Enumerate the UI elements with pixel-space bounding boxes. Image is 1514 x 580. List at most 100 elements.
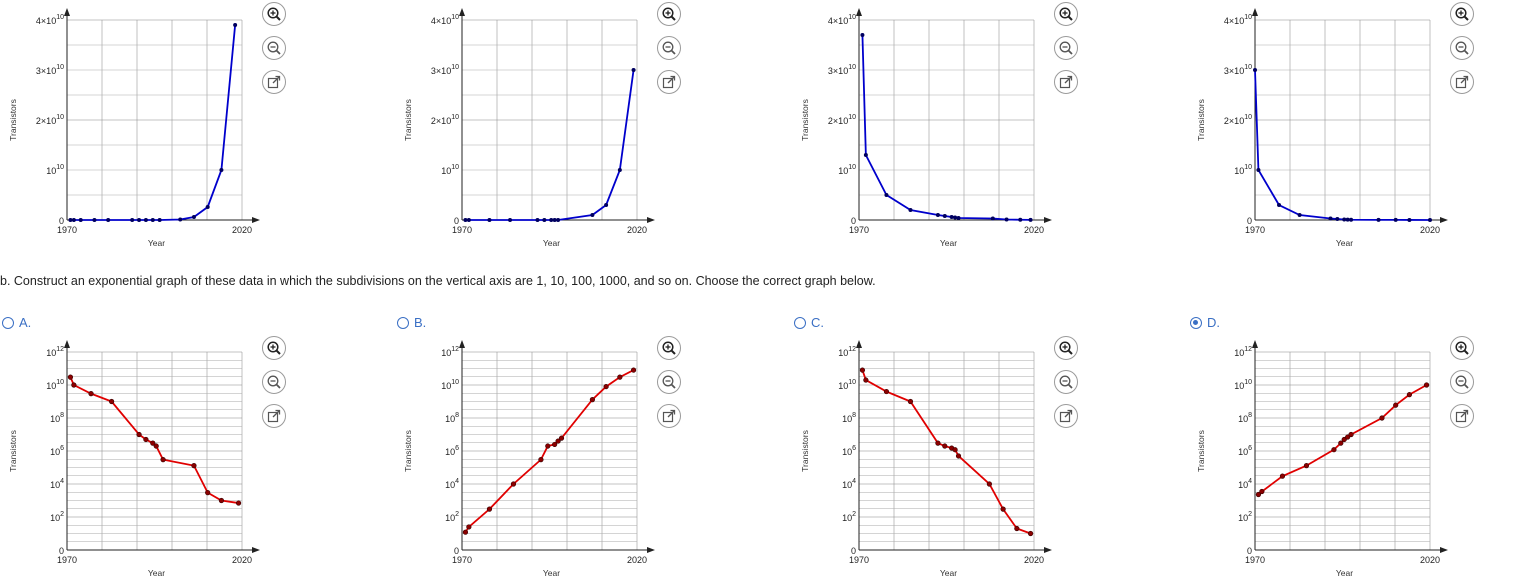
data-point (487, 218, 492, 222)
data-point (109, 398, 115, 405)
open-external-button[interactable] (262, 404, 286, 428)
data-point (1342, 217, 1347, 222)
zoom-in-button[interactable] (657, 336, 681, 360)
zoom-in-button[interactable] (262, 2, 286, 26)
data-point (67, 374, 74, 380)
choice-d[interactable]: D. (1190, 315, 1220, 330)
data-point (549, 218, 554, 222)
graph-panel-7: 0 102 104 106 108 1010 1012 1970 2020 Year Transis… (792, 330, 1092, 580)
data-point (630, 367, 637, 373)
zoom-in-icon (267, 7, 281, 21)
radio-button[interactable] (1190, 316, 1202, 329)
x-axis-label: Year (148, 568, 165, 578)
zoom-out-button[interactable] (262, 370, 286, 394)
chart-svg: 0 1010 2×1010 3×1010 4×1010 1970 2020 Year Trans… (8, 8, 260, 248)
x-tick-label: 1970 (57, 225, 77, 235)
data-point (883, 388, 890, 395)
y-tick-label: 102 (842, 511, 856, 523)
data-point (68, 217, 73, 222)
zoom-out-button[interactable] (1450, 370, 1474, 394)
x-axis-arrow (1440, 217, 1448, 223)
data-point (990, 216, 995, 221)
data-point (1018, 217, 1023, 222)
open-external-button[interactable] (657, 70, 681, 94)
zoom-out-button[interactable] (657, 36, 681, 60)
zoom-in-button[interactable] (1450, 336, 1474, 360)
zoom-out-button[interactable] (1054, 36, 1078, 60)
open-external-icon (1455, 75, 1469, 89)
data-point (1428, 217, 1432, 222)
open-external-icon (267, 409, 281, 423)
data-point (191, 463, 197, 469)
zoom-in-button[interactable] (657, 2, 681, 26)
data-point (219, 168, 224, 172)
data-point (617, 374, 623, 380)
graph-panel-5: 0 102 104 106 108 1010 1012 1970 2020 Year Transis… (0, 330, 300, 580)
data-point (556, 218, 561, 222)
zoom-in-icon (662, 7, 676, 21)
data-point (1255, 491, 1262, 498)
choice-a[interactable]: A. (2, 315, 31, 330)
radio-button[interactable] (794, 316, 806, 329)
open-external-icon (662, 75, 676, 89)
open-external-button[interactable] (262, 70, 286, 94)
data-point (463, 218, 468, 222)
question-text: b. Construct an exponential graph of the… (0, 274, 876, 288)
data-point (178, 217, 183, 222)
choice-c[interactable]: C. (794, 315, 824, 330)
data-point (150, 217, 155, 222)
data-point (558, 435, 565, 441)
y-tick-label: 104 (445, 478, 459, 490)
y-tick-label: 3×1010 (36, 64, 64, 76)
open-external-button[interactable] (1450, 70, 1474, 94)
radio-button[interactable] (2, 316, 14, 329)
zoom-in-button[interactable] (262, 336, 286, 360)
data-point (136, 431, 142, 438)
data-point (631, 68, 636, 72)
data-point (953, 215, 958, 220)
x-axis-label: Year (940, 568, 957, 578)
y-axis-arrow (1252, 8, 1258, 16)
y-tick-label: 106 (50, 445, 64, 457)
zoom-out-button[interactable] (262, 36, 286, 60)
x-axis-label: Year (543, 238, 560, 248)
open-external-button[interactable] (1054, 70, 1078, 94)
zoom-in-button[interactable] (1054, 2, 1078, 26)
x-tick-label: 1970 (849, 225, 869, 235)
zoom-out-button[interactable] (1054, 370, 1078, 394)
data-point (1004, 217, 1009, 222)
data-point (942, 443, 948, 449)
open-external-button[interactable] (1054, 404, 1078, 428)
x-tick-label: 2020 (1420, 555, 1440, 565)
zoom-out-button[interactable] (1450, 36, 1474, 60)
y-tick-label: 1010 (838, 379, 856, 391)
x-tick-label: 1970 (57, 555, 77, 565)
zoom-out-button[interactable] (657, 370, 681, 394)
zoom-in-button[interactable] (1054, 336, 1078, 360)
y-tick-label: 2×1010 (431, 114, 459, 126)
data-point (617, 168, 622, 172)
graph-panel-3: 0 1010 2×1010 3×1010 4×1010 1970 2020 Year Trans… (792, 0, 1092, 250)
choice-b[interactable]: B. (397, 315, 426, 330)
x-tick-label: 2020 (1024, 225, 1044, 235)
x-tick-label: 1970 (1245, 225, 1265, 235)
y-axis-label: Transistors (800, 430, 810, 472)
open-external-button[interactable] (1450, 404, 1474, 428)
open-external-icon (267, 75, 281, 89)
graph-panel-2: 0 1010 2×1010 3×1010 4×1010 1970 2020 Year Trans… (395, 0, 695, 250)
zoom-in-icon (662, 341, 676, 355)
y-axis-label: Transistors (403, 99, 413, 141)
open-external-button[interactable] (657, 404, 681, 428)
zoom-in-button[interactable] (1450, 2, 1474, 26)
radio-button[interactable] (397, 316, 409, 329)
data-point (538, 457, 544, 463)
data-point (955, 453, 962, 459)
data-point (508, 218, 513, 222)
data-point (884, 193, 889, 197)
data-point (71, 217, 76, 222)
y-axis-arrow (1252, 340, 1258, 348)
x-tick-label: 2020 (627, 555, 647, 565)
data-point (542, 218, 547, 222)
data-point (1331, 447, 1337, 453)
x-tick-label: 1970 (452, 225, 472, 235)
